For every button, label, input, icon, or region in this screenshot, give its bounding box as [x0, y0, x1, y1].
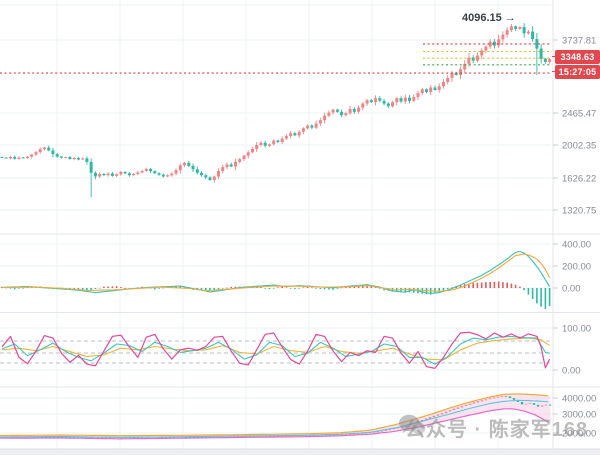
watermark-text: 公众号 · 陈家军168	[405, 419, 589, 441]
axis-label: 3000.00	[562, 409, 596, 420]
axis-label: 1626.22	[562, 173, 596, 184]
countdown-badge: 15:27:05	[552, 65, 600, 79]
kdj-panel	[0, 331, 551, 369]
axis-label: 2000.00	[562, 428, 596, 439]
axis-label: 4000.00	[562, 393, 596, 404]
watermark: 公众号 · 陈家军168	[398, 413, 588, 442]
axis-label: 2465.47	[562, 108, 596, 119]
axis-label: 1320.75	[562, 205, 596, 216]
macd-panel	[1, 250, 551, 309]
peak-price-annotation: 4096.15 →	[462, 12, 516, 24]
axis-label: 0.00	[562, 283, 581, 294]
axis-label: 400.00	[562, 239, 591, 250]
axis-label: 200.00	[562, 261, 591, 272]
peak-arrow-icon: →	[504, 12, 516, 24]
peak-price-label: 4096.15	[462, 12, 502, 24]
main-candlestick-panel	[0, 23, 552, 198]
grid-lines	[0, 0, 551, 449]
last-price-badge: 3348.63	[552, 50, 600, 64]
axis-label: 3737.81	[562, 35, 596, 46]
axis-label: 0.00	[562, 365, 581, 376]
axis-label: 2002.35	[562, 140, 596, 151]
axis-label: 100.00	[562, 323, 591, 334]
